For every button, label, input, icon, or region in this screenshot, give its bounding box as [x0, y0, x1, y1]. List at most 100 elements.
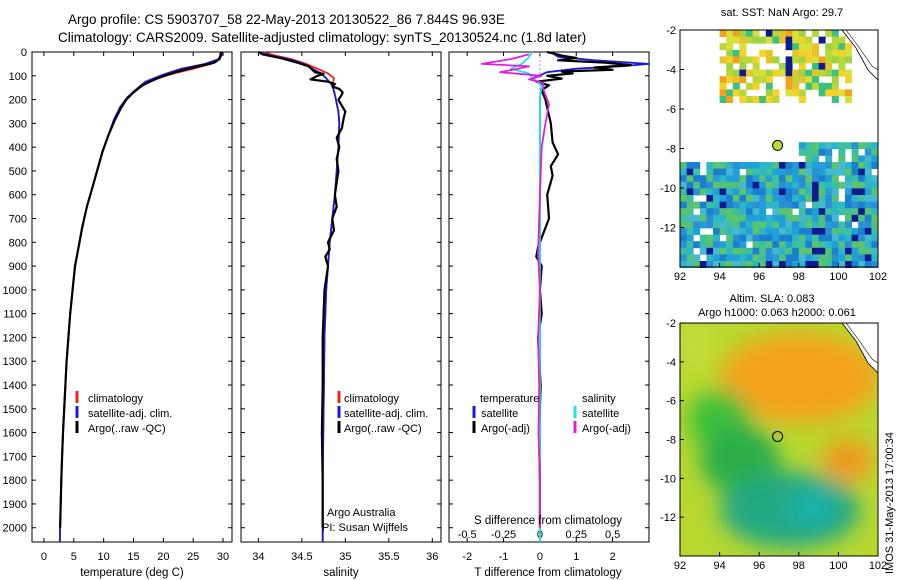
- sst-cell: [871, 234, 879, 242]
- sst-cell: [686, 181, 694, 189]
- sst-cell: [818, 201, 826, 209]
- sst-cell: [831, 247, 839, 255]
- sst-cell: [864, 208, 872, 216]
- sst-cell: [805, 56, 813, 64]
- map-y-tick-label: -4: [666, 357, 676, 369]
- sla-low-core: [790, 490, 834, 526]
- sst-cell: [871, 221, 879, 229]
- sst-cell: [732, 195, 740, 202]
- sst-cell: [838, 142, 846, 150]
- sst-cell: [746, 195, 753, 202]
- salinity-x-label: salinity: [323, 567, 358, 579]
- sst-cell: [752, 162, 760, 169]
- sst-cell: [752, 175, 760, 183]
- sst-cell: [845, 76, 852, 84]
- sst-cell: [779, 201, 786, 209]
- sst-cell: [726, 43, 734, 51]
- sst-cell: [831, 82, 839, 90]
- sst-cell: [686, 175, 694, 183]
- sst-cell: [706, 234, 714, 242]
- sst-cell: [693, 261, 701, 268]
- salinity-legend: climatology satellite-adj. clim. Argo(..…: [337, 391, 428, 435]
- sst-cell: [739, 30, 747, 37]
- sst-cell: [739, 96, 747, 103]
- sst-cell: [732, 76, 740, 84]
- depth-tick-label: 1800: [3, 475, 27, 487]
- sst-cell: [825, 69, 833, 77]
- sst-cell: [739, 247, 747, 255]
- sst-cell: [726, 201, 734, 209]
- sst-cell: [746, 208, 753, 216]
- sst-cell: [726, 89, 734, 97]
- sst-cell: [732, 82, 740, 90]
- x-tick-label: 0: [537, 551, 543, 563]
- map-x-tick-label: 100: [829, 271, 847, 283]
- sst-cell: [752, 254, 760, 262]
- sst-coastline-detail: [845, 29, 879, 71]
- sst-map-panel: sat. SST: NaN Argo: 29.7 92 94 96 98 100 102 -…: [660, 7, 887, 283]
- sst-cell: [805, 82, 813, 90]
- sst-map-cells: [680, 30, 879, 268]
- series-line-argo-raw-qc-: [59, 51, 223, 528]
- salinity-x-axis: 34 34.5 35 35.5 36: [252, 52, 438, 563]
- sst-cell: [686, 247, 694, 255]
- sst-cell: [812, 241, 819, 249]
- sst-cell: [871, 181, 879, 189]
- sst-cell: [765, 69, 773, 77]
- sst-cell: [765, 228, 773, 235]
- sst-cell: [759, 201, 767, 209]
- sst-cell: [785, 195, 793, 202]
- map-x-tick-label: 94: [713, 271, 725, 283]
- sst-cell: [785, 63, 793, 70]
- sst-cell: [706, 175, 714, 183]
- sst-cell: [726, 208, 734, 216]
- sst-cell: [845, 221, 852, 229]
- sst-cell: [686, 208, 694, 216]
- sst-cell: [752, 234, 760, 242]
- sst-cell: [686, 234, 694, 242]
- sst-cell: [739, 261, 747, 268]
- sst-cell: [858, 247, 866, 255]
- series-line-temperature-argo-adj-: [535, 50, 632, 528]
- sst-cell: [726, 175, 734, 183]
- sst-cell: [812, 181, 819, 189]
- sst-cell: [772, 195, 780, 202]
- sst-cell: [825, 56, 833, 64]
- sst-cell: [746, 254, 753, 262]
- sst-cell: [759, 261, 767, 268]
- sst-cell: [838, 89, 846, 97]
- sst-cell: [831, 221, 839, 229]
- sst-cell: [805, 36, 813, 44]
- sst-cell: [779, 254, 786, 262]
- sst-cell: [838, 49, 846, 57]
- sst-cell: [706, 241, 714, 249]
- sst-cell: [831, 254, 839, 262]
- sst-cell: [693, 254, 701, 262]
- sst-cell: [851, 181, 859, 189]
- sst-cell: [759, 254, 767, 262]
- legend-label-satellite: satellite-adj. clim.: [344, 408, 428, 420]
- sst-cell: [798, 142, 806, 150]
- sla-high-blob-east: [822, 438, 874, 482]
- sst-cell: [851, 175, 859, 183]
- sst-cell: [818, 89, 826, 97]
- sst-cell: [864, 175, 872, 183]
- sst-cell: [752, 30, 760, 37]
- sst-cell: [772, 181, 780, 189]
- sst-cell: [686, 261, 694, 268]
- sst-cell: [792, 261, 800, 268]
- sst-cell: [719, 228, 727, 235]
- sst-cell: [772, 188, 780, 196]
- sst-cell: [831, 261, 839, 268]
- sst-cell: [746, 69, 753, 77]
- sst-cell: [680, 162, 687, 169]
- sst-cell: [765, 247, 773, 255]
- sst-cell: [779, 36, 786, 44]
- sst-cell: [851, 261, 859, 268]
- sst-cell: [693, 201, 701, 209]
- map-x-tick-label: 92: [674, 560, 686, 572]
- sst-cell: [732, 30, 740, 37]
- sst-cell: [858, 155, 866, 163]
- sst-cell: [680, 247, 687, 255]
